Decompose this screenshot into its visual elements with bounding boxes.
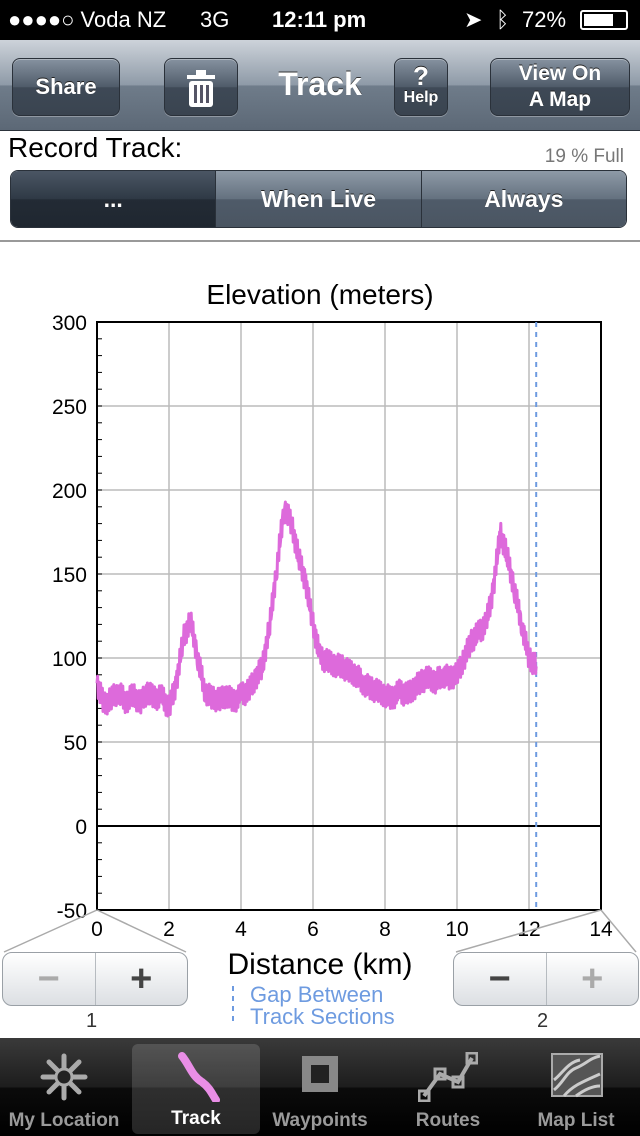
clock: 12:11 pm <box>272 7 367 32</box>
status-bar: ●●●●○ Voda NZ 3G 12:11 pm ➤ ᛒ 72% <box>0 0 640 40</box>
tab-label: Routes <box>415 1110 481 1131</box>
zoom-in-button-1[interactable]: + <box>130 958 153 1000</box>
record-option-when-live[interactable]: When Live <box>215 171 421 227</box>
help-question-icon: ? <box>413 61 429 91</box>
delete-button[interactable] <box>164 58 238 116</box>
view-map-line1: View On <box>518 62 602 85</box>
map-icon <box>551 1053 603 1098</box>
x-tick-label: 2 <box>163 918 175 941</box>
divider <box>0 240 640 242</box>
x-tick-label: 4 <box>235 918 247 941</box>
square-icon <box>302 1056 338 1092</box>
x-tick-label: 8 <box>379 918 391 941</box>
plot-frame <box>96 321 602 911</box>
page-title: Track <box>278 66 362 102</box>
x-tick-label: 6 <box>307 918 319 941</box>
zoom-guide-line <box>3 909 98 953</box>
tab-label: Map List <box>537 1110 615 1131</box>
record-mode-control: ... When Live Always <box>10 170 627 228</box>
storage-full-label: 19 % Full <box>544 146 624 167</box>
sun-icon <box>40 1053 88 1101</box>
share-button[interactable]: Share <box>12 58 120 116</box>
elevation-series-line <box>95 500 538 718</box>
tab-bar: My Location Track Waypoints Routes Map L… <box>0 1038 640 1136</box>
bluetooth-icon: ᛒ <box>496 7 510 32</box>
help-label: Help <box>403 89 439 106</box>
x-tick-label: 14 <box>589 918 613 941</box>
y-tick-label: -50 <box>57 900 87 923</box>
zoom-in-button-2[interactable]: + <box>581 958 604 1000</box>
zoom-guide-line <box>96 909 187 953</box>
elevation-chart: Elevation (meters)0 2 4 6 8 10 12 1430025020015… <box>3 279 637 1029</box>
zoom-label-2: 2 <box>537 1010 549 1032</box>
share-label: Share <box>35 74 97 99</box>
carrier-label: ●●●●○ Voda NZ <box>8 7 167 32</box>
network-label: 3G <box>200 7 230 32</box>
zoom-guide-line <box>455 909 602 953</box>
nav-bar: Share Track ? Help View On A Map <box>0 40 640 131</box>
zoom-control-1: − + <box>2 952 188 1006</box>
x-tick-label: 10 <box>445 918 468 941</box>
x-tick-label: 12 <box>517 918 540 941</box>
y-tick-label: 50 <box>64 732 87 755</box>
zoom-control-2: − + <box>453 952 639 1006</box>
route-icon <box>418 1052 478 1102</box>
help-button[interactable]: ? Help <box>394 58 448 116</box>
battery-icon <box>580 10 628 30</box>
tab-label: Track <box>171 1108 221 1129</box>
y-tick-label: 200 <box>52 480 87 503</box>
y-tick-label: 0 <box>75 816 87 839</box>
tab-label: Waypoints <box>272 1110 368 1131</box>
view-map-line2: A Map <box>528 88 592 111</box>
tab-routes[interactable]: Routes <box>384 1038 512 1136</box>
zoom-label-1: 1 <box>86 1010 98 1032</box>
zoom-guide-line <box>600 909 637 953</box>
tab-label: My Location <box>8 1110 120 1131</box>
battery-percent: 72% <box>522 7 567 32</box>
trash-icon <box>187 70 215 107</box>
tab-my-location[interactable]: My Location <box>0 1038 128 1136</box>
record-option-always[interactable]: Always <box>420 171 626 227</box>
y-tick-label: 250 <box>52 396 87 419</box>
chart-title: Elevation (meters) <box>206 279 433 310</box>
y-tick-label: 100 <box>52 648 87 671</box>
gap-legend-text: Track Sections <box>250 1004 395 1029</box>
gap-legend-text: Gap Between <box>250 982 383 1007</box>
track-icon <box>178 1052 220 1102</box>
record-option-off[interactable]: ... <box>11 171 216 227</box>
record-track-label: Record Track: <box>8 132 183 163</box>
x-tick-label: 0 <box>91 918 103 941</box>
location-arrow-icon: ➤ <box>464 7 483 32</box>
x-axis-label: Distance (km) <box>227 948 412 981</box>
y-tick-label: 300 <box>52 312 87 335</box>
tab-map-list[interactable]: Map List <box>512 1038 640 1136</box>
tab-track[interactable]: Track <box>132 1044 260 1134</box>
view-on-map-button[interactable]: View On A Map <box>490 58 630 116</box>
zoom-out-button-1[interactable]: − <box>3 953 96 1005</box>
y-tick-label: 150 <box>52 564 87 587</box>
zoom-out-button-2[interactable]: − <box>454 953 547 1005</box>
tab-waypoints[interactable]: Waypoints <box>256 1038 384 1136</box>
